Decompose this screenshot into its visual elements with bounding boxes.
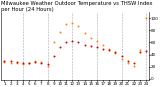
Point: [22, 63, 24, 64]
Point: [133, 65, 135, 66]
Point: [16, 62, 18, 64]
Point: [65, 24, 67, 25]
Point: [9, 61, 12, 62]
Text: Milwaukee Weather Outdoor Temperature vs THSW Index per Hour (24 Hours): Milwaukee Weather Outdoor Temperature vs…: [1, 1, 153, 12]
Point: [96, 41, 98, 42]
Point: [83, 44, 86, 46]
Point: [28, 62, 30, 63]
Point: [46, 65, 49, 66]
Point: [145, 50, 148, 52]
Point: [126, 60, 129, 61]
Point: [89, 37, 92, 38]
Point: [120, 59, 123, 60]
Point: [3, 61, 6, 63]
Point: [59, 47, 61, 48]
Point: [145, 18, 148, 19]
Point: [114, 53, 117, 54]
Point: [83, 32, 86, 33]
Point: [34, 61, 37, 63]
Point: [108, 49, 111, 50]
Point: [22, 62, 24, 63]
Point: [46, 64, 49, 65]
Point: [77, 25, 80, 26]
Point: [89, 45, 92, 47]
Point: [34, 60, 37, 61]
Point: [102, 48, 104, 49]
Point: [133, 62, 135, 64]
Point: [40, 61, 43, 63]
Point: [139, 49, 141, 50]
Point: [52, 55, 55, 57]
Point: [40, 62, 43, 64]
Point: [59, 31, 61, 32]
Point: [126, 62, 129, 64]
Point: [114, 52, 117, 53]
Point: [52, 42, 55, 43]
Point: [9, 62, 12, 63]
Point: [139, 52, 141, 53]
Point: [71, 41, 74, 42]
Point: [71, 22, 74, 24]
Point: [3, 60, 6, 61]
Point: [16, 61, 18, 63]
Point: [102, 44, 104, 46]
Point: [28, 62, 30, 64]
Point: [65, 42, 67, 43]
Point: [96, 47, 98, 48]
Point: [77, 42, 80, 43]
Point: [108, 48, 111, 49]
Point: [120, 55, 123, 57]
